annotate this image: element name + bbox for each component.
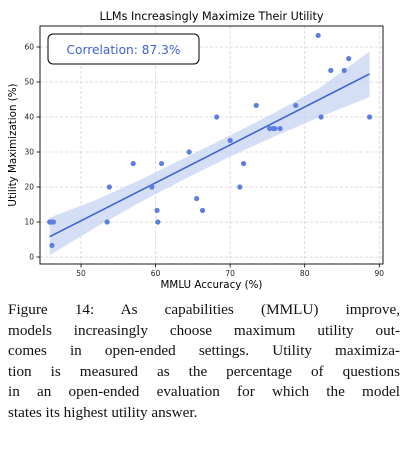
x-tick-label: 50	[76, 269, 86, 278]
data-point	[130, 160, 136, 167]
data-point	[315, 32, 321, 39]
plot-frame	[39, 25, 384, 265]
data-point	[227, 137, 233, 144]
figure-caption: Figure 14: As capabilities (MMLU) improv…	[8, 300, 400, 424]
data-points-group	[47, 32, 373, 249]
data-point	[186, 149, 192, 155]
chart-text-group: 50 60 70 80 90 0 10 20 30 40 50 60 LLMs Increasingly…	[7, 10, 384, 291]
data-point	[346, 55, 352, 62]
correlation-annotation: Correlation: 87.3%	[67, 43, 181, 57]
data-point	[193, 195, 200, 202]
axes-group	[36, 25, 384, 268]
caption-line: Figure 14: As capabilities (MMLU) improv…	[8, 301, 400, 318]
correlation-annotation-box	[47, 33, 200, 65]
chart-title: LLMs Increasingly Maximize Their Utility	[99, 10, 323, 23]
data-point	[199, 207, 206, 214]
data-point	[240, 160, 247, 167]
data-point	[253, 102, 259, 109]
caption-line: tion is measured as the percentage of qu…	[8, 362, 400, 380]
data-point	[155, 219, 161, 225]
caption-line: models increasingly choose maximum utili…	[8, 321, 400, 339]
data-point	[214, 114, 220, 120]
y-tick-label: 60	[24, 43, 34, 52]
data-point	[154, 207, 160, 214]
data-point	[318, 114, 324, 120]
data-point	[328, 67, 334, 74]
x-tick-label: 70	[225, 269, 235, 278]
data-point	[50, 219, 57, 225]
y-tick-label: 10	[24, 218, 34, 227]
data-point	[49, 242, 55, 249]
confidence-band	[49, 51, 370, 256]
scatter-chart: 50 60 70 80 90 0 10 20 30 40 50 60 LLMs Increasingly…	[7, 10, 384, 291]
caption-line: in an open-ended evaluation for which th…	[8, 383, 400, 401]
data-point	[158, 160, 165, 167]
caption-line: comes in open-ended settings. Utility ma…	[8, 342, 400, 360]
data-point	[267, 125, 273, 132]
y-tick-label: 0	[29, 253, 34, 262]
data-point	[366, 114, 373, 120]
x-axis-label: MMLU Accuracy (%)	[161, 279, 263, 291]
caption-line: states its highest utility answer.	[8, 403, 198, 421]
data-point	[277, 125, 283, 132]
x-tick-label: 80	[300, 269, 310, 278]
y-tick-label: 20	[24, 183, 34, 192]
y-axis-label: Utility Maximization (%)	[7, 83, 19, 206]
y-tick-label: 30	[24, 148, 34, 157]
data-point	[272, 125, 278, 132]
y-tick-label: 40	[24, 113, 34, 122]
data-point	[104, 219, 110, 225]
data-point	[341, 67, 347, 74]
x-tick-label: 60	[151, 269, 161, 278]
chart-figure: 50 60 70 80 90 0 10 20 30 40 50 60 LLMs Increasingly…	[7, 10, 384, 291]
x-tick-label: 90	[374, 269, 384, 278]
data-point	[237, 184, 243, 190]
data-point	[106, 184, 112, 190]
fit-line	[49, 73, 370, 238]
data-point	[293, 102, 299, 109]
data-point	[149, 184, 155, 190]
y-tick-label: 50	[24, 78, 34, 87]
fit-line-group	[49, 73, 370, 238]
confidence-band-group	[49, 51, 370, 256]
